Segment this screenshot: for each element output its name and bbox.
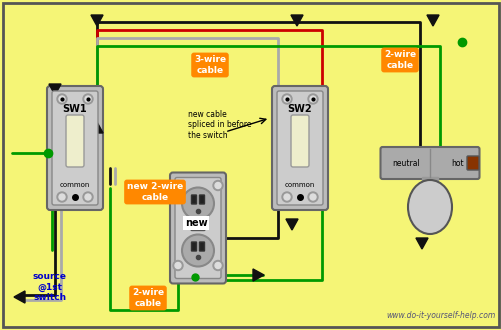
Text: SW1: SW1 [63,104,87,114]
FancyBboxPatch shape [291,115,309,167]
FancyBboxPatch shape [277,91,322,205]
Polygon shape [14,291,25,303]
FancyBboxPatch shape [47,86,103,210]
Circle shape [175,182,181,188]
Polygon shape [49,84,61,95]
FancyBboxPatch shape [52,91,98,205]
Polygon shape [286,219,298,230]
Circle shape [214,182,220,188]
FancyBboxPatch shape [191,195,196,204]
Circle shape [212,260,222,271]
Text: 2-wire
cable: 2-wire cable [132,288,164,308]
Text: 2-wire
cable: 2-wire cable [383,50,415,70]
Text: new cable
spliced in before
the switch: new cable spliced in before the switch [188,110,251,140]
Circle shape [284,194,290,200]
Polygon shape [426,15,438,26]
Text: SW2: SW2 [287,104,312,114]
Circle shape [282,192,292,202]
Polygon shape [415,238,427,249]
Text: neutral: neutral [391,159,419,169]
Text: new 2-wire
cable: new 2-wire cable [127,182,183,202]
Circle shape [57,94,67,104]
Circle shape [173,260,183,271]
Text: 3-wire
cable: 3-wire cable [193,55,225,75]
Circle shape [308,192,317,202]
Polygon shape [253,269,264,281]
FancyBboxPatch shape [191,242,196,251]
Circle shape [173,181,183,190]
FancyBboxPatch shape [175,178,220,279]
Circle shape [214,262,220,269]
Text: common: common [284,182,315,188]
Circle shape [175,262,181,269]
Circle shape [57,192,67,202]
Circle shape [182,235,213,267]
Circle shape [85,194,91,200]
Circle shape [83,94,93,104]
Circle shape [59,194,65,200]
FancyBboxPatch shape [380,147,478,179]
Text: new: new [184,218,207,228]
Polygon shape [91,15,103,26]
Circle shape [83,192,93,202]
FancyBboxPatch shape [190,220,204,230]
FancyBboxPatch shape [199,195,204,204]
Circle shape [85,96,91,102]
FancyBboxPatch shape [272,86,327,210]
FancyBboxPatch shape [170,173,225,283]
FancyBboxPatch shape [199,242,204,251]
FancyBboxPatch shape [66,115,84,167]
Text: hot: hot [451,159,463,169]
Circle shape [182,187,213,219]
Circle shape [282,94,292,104]
FancyBboxPatch shape [466,156,478,170]
Ellipse shape [407,180,451,234]
Text: source
@1st
switch: source @1st switch [33,272,67,302]
Circle shape [59,96,65,102]
Polygon shape [291,15,303,26]
Text: common: common [60,182,90,188]
Circle shape [310,194,315,200]
Circle shape [310,96,315,102]
Circle shape [284,96,290,102]
Circle shape [308,94,317,104]
Polygon shape [91,122,103,133]
Circle shape [212,181,222,190]
Text: www.do-it-yourself-help.com: www.do-it-yourself-help.com [386,311,495,320]
Bar [421,177,437,189]
